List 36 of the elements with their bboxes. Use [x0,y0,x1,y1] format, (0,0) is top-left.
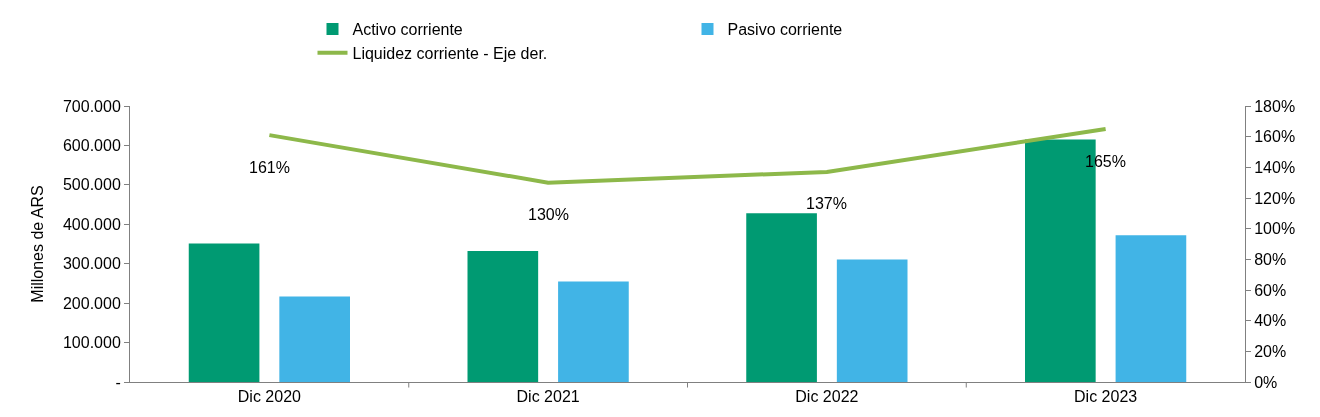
y2-tick-label: 160% [1254,128,1296,146]
y2-tick-label: 60% [1254,281,1287,299]
data-label: 161% [249,159,290,176]
legend-label: Pasivo corriente [727,21,843,39]
y-tick-label: - [115,373,121,391]
x-tick-label: Dic 2020 [237,388,302,406]
x-tick-label: Dic 2023 [1074,388,1138,406]
bar [188,243,260,382]
data-label: 137% [806,195,847,212]
y2-tick-label: 80% [1254,250,1287,268]
y2-tick-label: 100% [1254,220,1296,238]
y-tick-label: 100.000 [62,334,121,352]
bar [836,259,908,382]
data-label: 130% [528,206,569,223]
bar [746,213,817,382]
y-tick-label: 300.000 [62,255,121,273]
bar [467,251,539,382]
y-tick-label: 600.000 [62,137,121,155]
y-tick-label: 400.000 [62,215,121,233]
y-tick-label: 700.000 [62,97,121,115]
bar [558,281,629,382]
y-tick-label: 200.000 [62,294,121,312]
x-tick-label: Dic 2022 [795,388,859,406]
legend-label: Activo corriente [352,21,463,39]
y2-tick-label: 180% [1254,97,1296,115]
y2-tick-label: 40% [1254,312,1287,330]
y-tick-label: 500.000 [62,176,121,194]
legend-label: Liquidez corriente - Eje der. [352,45,548,63]
bar [279,296,350,382]
y2-tick-label: 140% [1254,158,1296,176]
y2-tick-label: 120% [1254,189,1296,207]
bar [1115,235,1187,382]
y2-tick-label: 20% [1254,342,1287,360]
y2-tick-label: 0% [1254,373,1278,391]
y-axis-title: Millones de ARS [28,185,46,303]
x-tick-label: Dic 2021 [516,388,580,406]
